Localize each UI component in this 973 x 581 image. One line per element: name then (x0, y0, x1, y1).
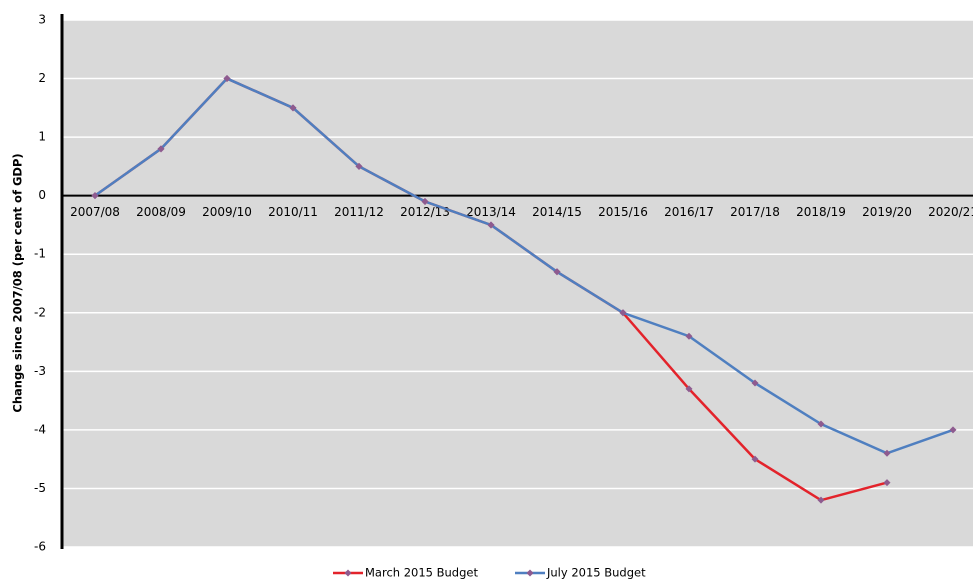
marker (817, 420, 825, 428)
x-tick-label: 2019/20 (862, 205, 912, 219)
plot-area (62, 20, 973, 547)
x-tick-label: 2020/21 (928, 205, 973, 219)
marker (421, 198, 429, 206)
marker (817, 496, 825, 504)
x-tick-label: 2009/10 (202, 205, 252, 219)
x-tick-label: 2007/08 (70, 205, 120, 219)
marker (91, 192, 99, 200)
legend-marker (344, 569, 352, 577)
x-tick-label: 2014/15 (532, 205, 582, 219)
x-tick-label: 2013/14 (466, 205, 516, 219)
y-tick-label: -5 (34, 481, 46, 495)
x-tick-label: 2015/16 (598, 205, 648, 219)
marker (223, 75, 231, 83)
y-tick-label: -4 (34, 422, 46, 436)
y-tick-label: 0 (38, 188, 46, 202)
y-tick-label: -1 (34, 247, 46, 261)
y-tick-label: -2 (34, 305, 46, 319)
legend-marker (526, 569, 534, 577)
x-tick-label: 2010/11 (268, 205, 318, 219)
series-line (94, 77, 954, 455)
marker (751, 379, 759, 387)
marker (355, 162, 363, 170)
marker (685, 385, 693, 393)
y-tick-label: 3 (38, 13, 46, 27)
marker (949, 426, 957, 434)
y-tick-label: -6 (34, 540, 46, 554)
marker (883, 449, 891, 457)
marker (751, 455, 759, 463)
x-tick-label: 2008/09 (136, 205, 186, 219)
x-tick-label: 2017/18 (730, 205, 780, 219)
x-tick-label: 2011/12 (334, 205, 384, 219)
legend-label: March 2015 Budget (365, 566, 478, 580)
marker (883, 479, 891, 487)
x-tick-label: 2016/17 (664, 205, 714, 219)
x-tick-label: 2012/13 (400, 205, 450, 219)
marker (685, 332, 693, 340)
y-tick-label: 1 (38, 130, 46, 144)
marker (157, 145, 165, 153)
marker (553, 268, 561, 276)
legend-label: July 2015 Budget (546, 566, 646, 580)
marker (487, 221, 495, 229)
x-tick-label: 2018/19 (796, 205, 846, 219)
marker (289, 104, 297, 112)
y-axis-label: Change since 2007/08 (per cent of GDP) (11, 153, 25, 412)
y-tick-label: 2 (38, 71, 46, 85)
y-tick-label: -3 (34, 364, 46, 378)
marker (619, 309, 627, 317)
